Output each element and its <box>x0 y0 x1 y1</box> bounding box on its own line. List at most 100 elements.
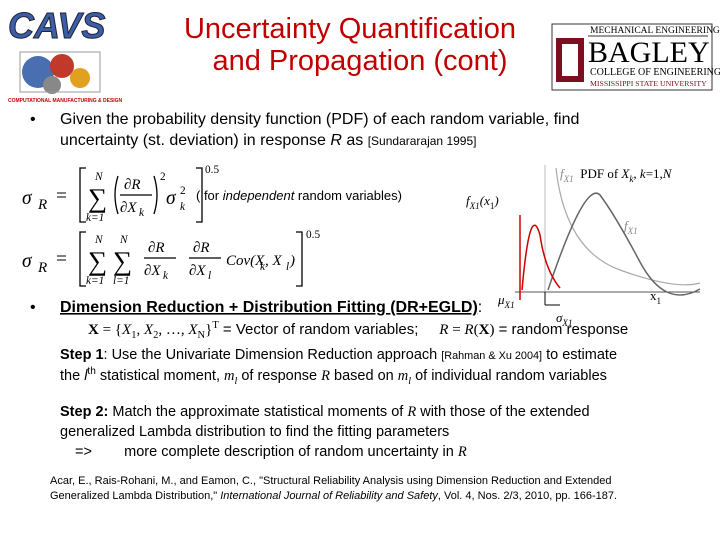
text-run: X1 <box>627 226 638 236</box>
title-line: and Propagation (cont) <box>212 45 507 77</box>
equation-symbol: = <box>56 249 67 270</box>
text-run: R <box>457 444 467 460</box>
equation-symbol: k=1 <box>86 275 104 287</box>
text-run: based on <box>330 368 398 384</box>
equation-symbol: N <box>119 234 129 246</box>
equation-symbol: ∂R <box>148 240 165 256</box>
equation-symbol: 2 <box>180 185 186 197</box>
equation-symbol: l <box>208 270 211 282</box>
text-run: , <box>136 322 144 338</box>
vector-definition: X = {X1, X2, …, XN}T = Vector of random … <box>88 320 628 341</box>
step-text: the lth statistical moment, ml of respon… <box>60 366 607 387</box>
equation-symbol: ∂R <box>193 240 210 256</box>
figure-y-label: fX1(x1) <box>466 193 499 211</box>
text-run: N <box>198 330 206 341</box>
text-run: of individual random variables <box>411 368 607 384</box>
equation-symbol: R <box>37 260 47 276</box>
text-run: as <box>342 132 368 149</box>
logo-college: COLLEGE OF ENGINEERING <box>590 67 720 78</box>
reference-text: Acar, E., Rais-Rohani, M., and Eamon, C.… <box>50 475 612 487</box>
text-run: N <box>662 166 673 181</box>
text-run: = Vector of random variables; <box>219 321 440 338</box>
decoration <box>114 175 158 215</box>
equation-symbol: ∑ <box>88 183 107 213</box>
equation-symbol: k <box>139 207 145 219</box>
text-run: 1 <box>131 330 136 341</box>
equation-symbol: k <box>260 261 266 273</box>
text-run: = <box>448 322 464 338</box>
bullet: • <box>30 299 36 316</box>
text-run: ( <box>474 322 479 338</box>
bullet-text: Dimension Reduction + Distribution Fitti… <box>60 299 482 316</box>
logo-name: CAVS <box>8 5 105 46</box>
decoration <box>521 224 561 291</box>
equation-symbol: R <box>37 197 47 213</box>
equation-symbol: , X <box>265 253 283 269</box>
text-run: of response <box>237 368 321 384</box>
text-run: 1 <box>490 201 495 211</box>
text-run: f <box>560 166 566 181</box>
text-run: σ <box>556 310 563 325</box>
text-run: the <box>60 368 84 384</box>
equation-symbol: 2 <box>160 171 166 183</box>
equation-symbol: k=1 <box>86 212 104 224</box>
equation-symbol: ∂X <box>120 200 137 216</box>
step-text: Step 2: Match the approximate statistica… <box>60 404 590 420</box>
text-run: X1 <box>561 318 572 328</box>
text-run: = random response <box>494 321 628 338</box>
text-run: random variables) <box>294 188 402 203</box>
figure-curve-label: fX1 <box>624 218 638 236</box>
decoration <box>547 192 701 296</box>
text-run: : Use the Univariate Dimension Reduction… <box>104 347 442 363</box>
pdf-figure <box>515 165 701 306</box>
text-run: R <box>438 322 448 338</box>
text-run: k <box>640 166 646 181</box>
decoration <box>79 231 303 287</box>
cavs-logo-art <box>19 51 101 94</box>
equation-symbol: ∂X <box>144 263 161 279</box>
logo-university: MISSISSIPPI STATE UNIVERSITY <box>590 79 707 88</box>
bagley-logo-art <box>551 23 713 91</box>
text-run: Match the approximate statistical moment… <box>108 404 407 420</box>
figure-x-label: x1 <box>650 288 661 306</box>
decoration <box>43 76 61 94</box>
reference-text: Generalized Lambda Distribution," Intern… <box>50 490 617 502</box>
text-run: 2 <box>153 330 158 341</box>
text-run: f <box>624 218 630 233</box>
text-run: International Journal of Reliability and… <box>220 490 439 502</box>
text-run: ) <box>489 322 494 338</box>
text-run: X <box>479 322 490 338</box>
text-run: X <box>88 322 99 338</box>
text-run: 1 <box>657 296 662 306</box>
equation-symbol: N <box>94 234 104 246</box>
text-run: , <box>633 166 640 181</box>
text-run: m <box>224 368 234 384</box>
text-run: f <box>466 193 472 208</box>
text-run: X <box>143 322 154 338</box>
equation-symbol: = <box>56 186 67 207</box>
text-run: R <box>320 368 330 384</box>
step-text: Step 1: Use the Univariate Dimension Red… <box>60 347 617 363</box>
text-run: statistical moment, <box>96 368 224 384</box>
text-run: th <box>87 366 95 377</box>
text-run: to estimate <box>542 347 617 363</box>
text-run: Step 1 <box>60 347 104 363</box>
text-run: Step 2: <box>60 404 108 420</box>
text-run: x <box>650 288 657 303</box>
decoration <box>79 167 203 223</box>
text-run: Acar, E., Rais-Rohani, M., and Eamon, C.… <box>50 475 612 487</box>
text-run: X <box>121 322 132 338</box>
logo-dept: MECHANICAL ENGINEERING <box>590 26 720 36</box>
text-run: [Rahman & Xu 2004] <box>441 350 542 362</box>
text-run: independent <box>223 188 296 203</box>
step-text: => more complete description of random u… <box>75 444 467 460</box>
equation-symbol: ∑ <box>88 246 107 276</box>
equation-symbol: k <box>180 201 186 213</box>
text-run: , Vol. 4, Nos. 2/3, 2010, pp. 166-187. <box>438 490 617 502</box>
decoration <box>19 51 101 93</box>
text-run: => more complete description of random u… <box>75 444 458 460</box>
text-run: Dimension Reduction + Distribution Fitti… <box>60 299 478 316</box>
decoration <box>50 54 74 78</box>
text-run: , …, <box>158 322 188 338</box>
